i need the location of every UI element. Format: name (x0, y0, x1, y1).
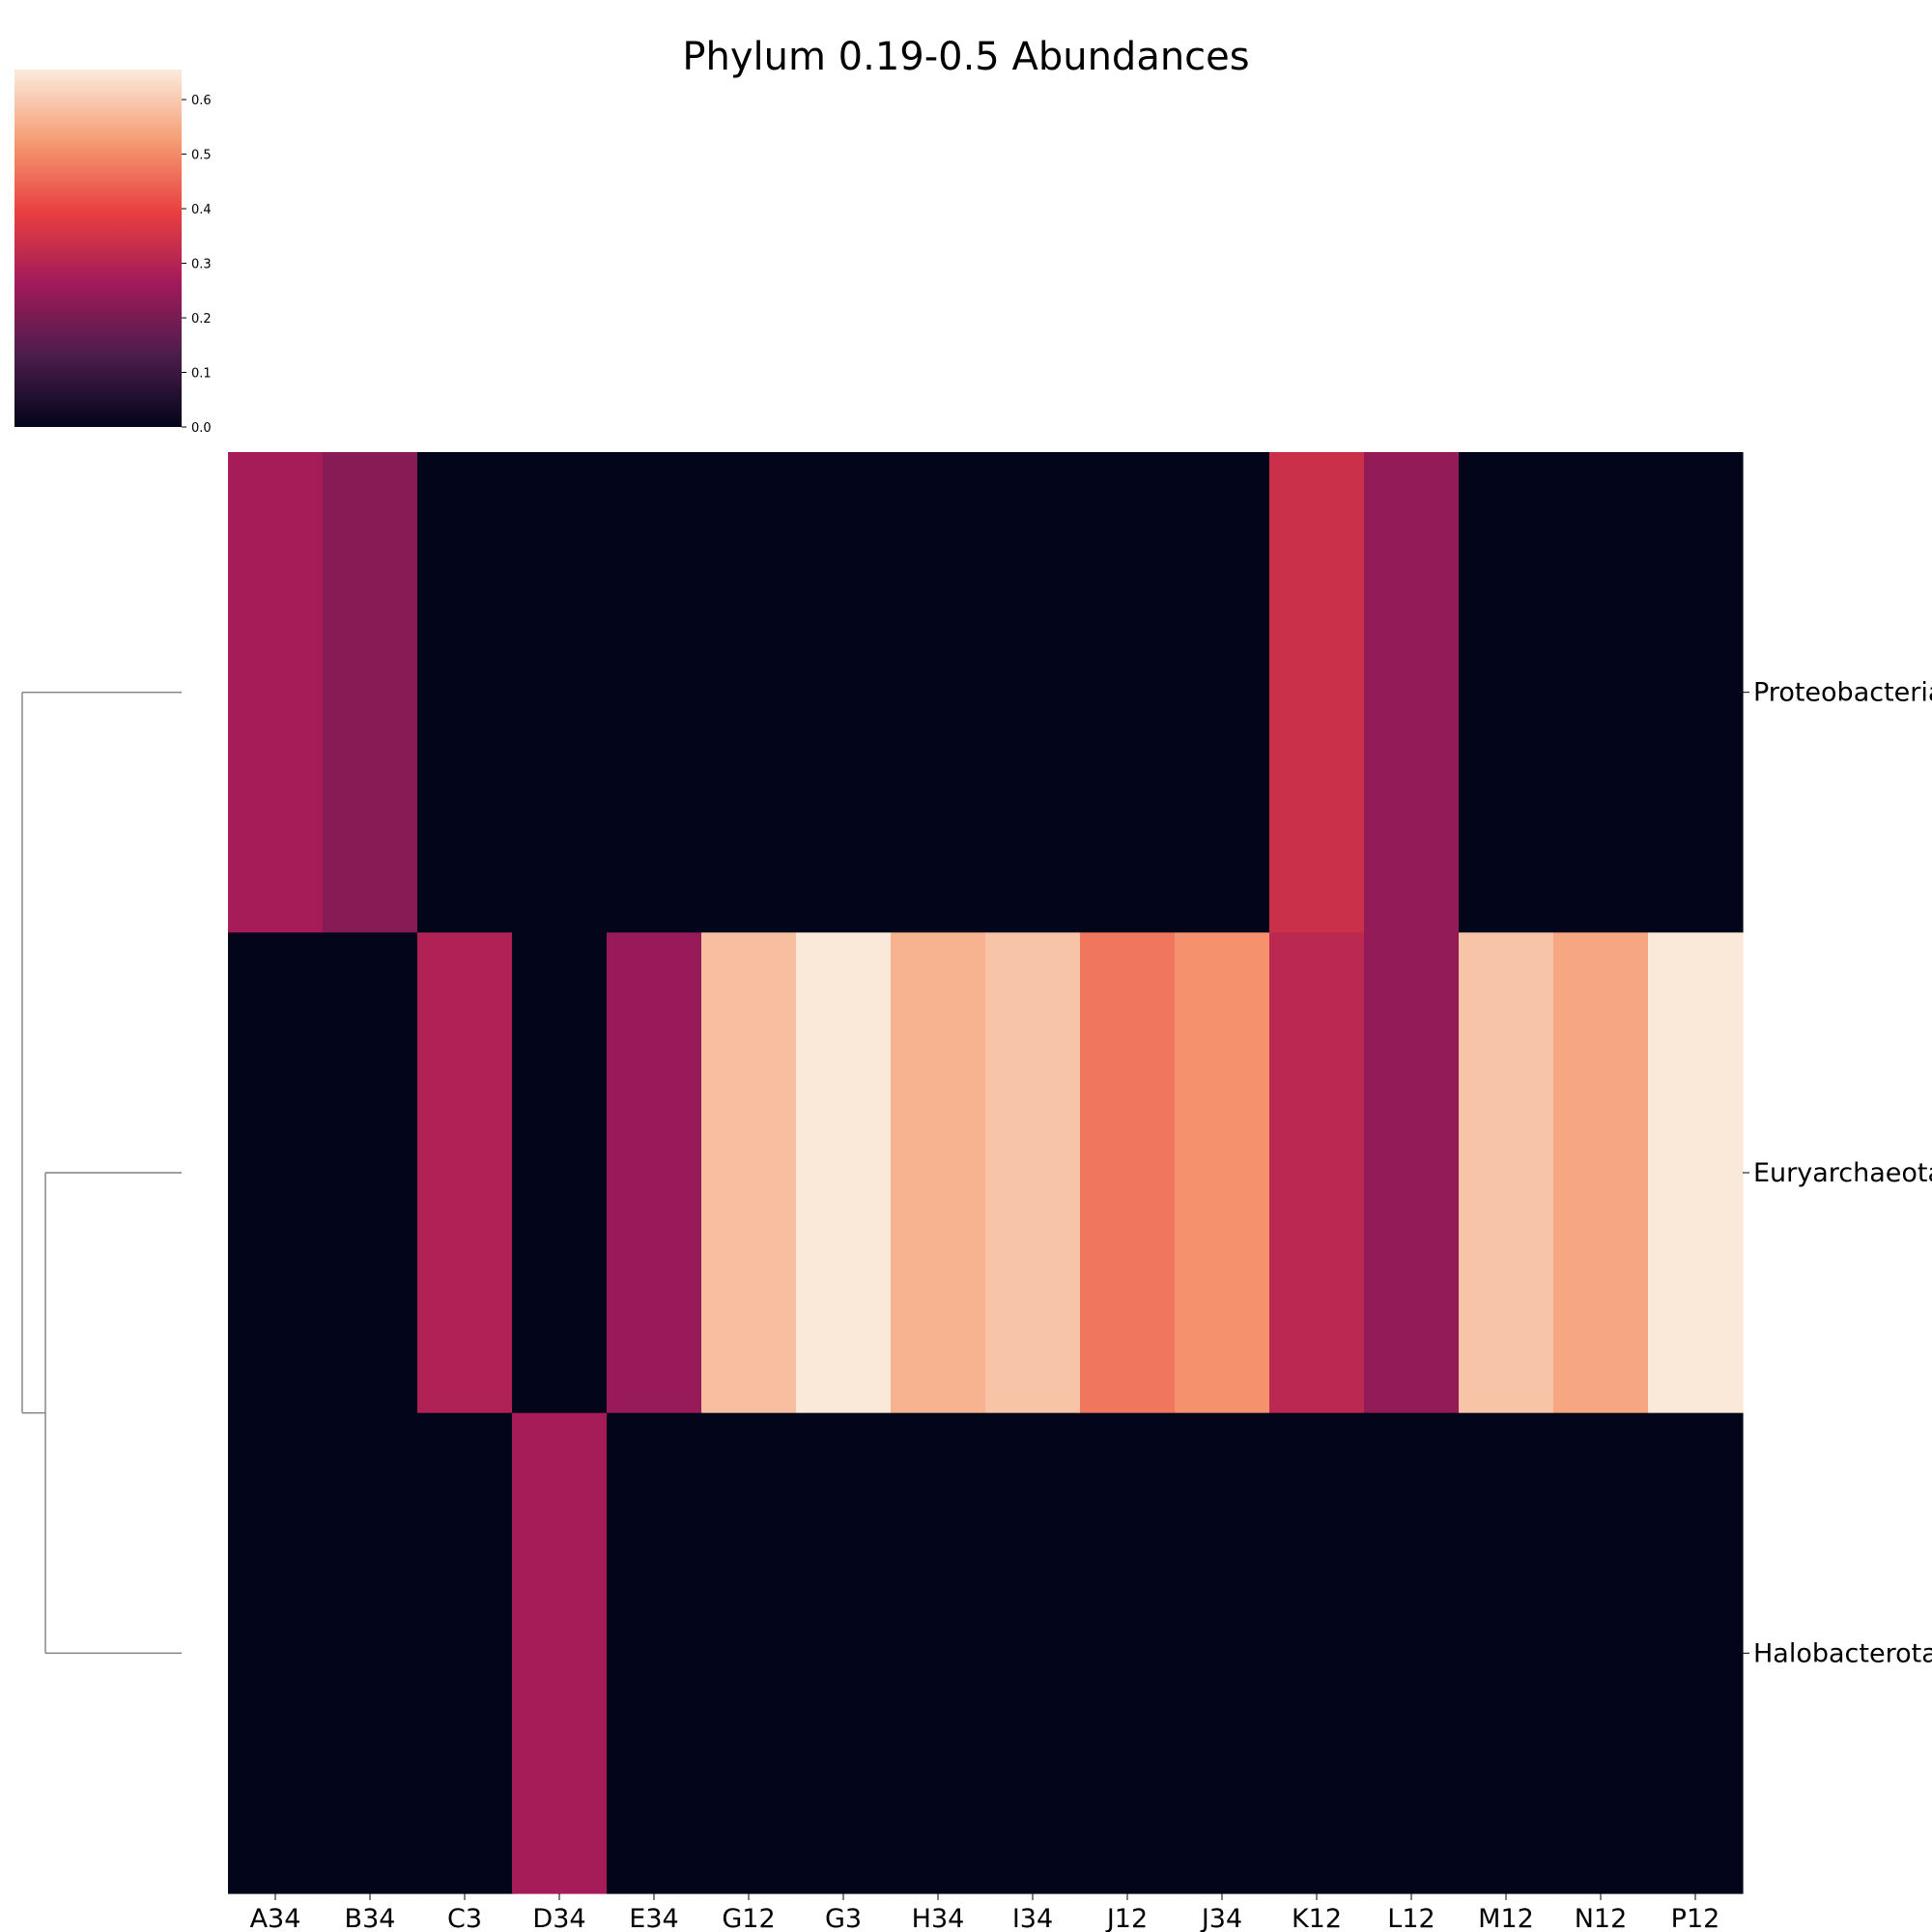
x-tick-label: I34 (1012, 1904, 1053, 1932)
heatmap-cell (796, 452, 892, 933)
y-tick-label: Euryarchaeota (1753, 1158, 1932, 1188)
x-tick-label: B34 (345, 1904, 396, 1932)
heatmap-cell (1459, 452, 1554, 933)
heatmap-cell (985, 1412, 1081, 1894)
heatmap-cell (796, 932, 892, 1414)
x-tick-label: J12 (1105, 1904, 1148, 1932)
chart-title: Phylum 0.19-0.5 Abundances (682, 35, 1249, 79)
heatmap-cell (1553, 932, 1649, 1414)
heatmap-cell (512, 452, 608, 933)
heatmap-cell (1080, 452, 1176, 933)
heatmap-cell (1080, 1412, 1176, 1894)
heatmap-cell (985, 932, 1081, 1414)
heatmap-cell (1175, 1412, 1270, 1894)
heatmap-cell (1175, 932, 1270, 1414)
heatmap-cell (1175, 452, 1270, 933)
heatmap-cell (1553, 1412, 1649, 1894)
heatmap-cell (1648, 452, 1744, 933)
heatmap-cell (417, 1412, 513, 1894)
x-tick-label: H34 (912, 1904, 965, 1932)
colorbar-tick-label: 0.3 (191, 258, 212, 272)
heatmap-cell (1080, 932, 1176, 1414)
heatmap-cell (1364, 1412, 1460, 1894)
x-tick-label: C3 (447, 1904, 482, 1932)
x-tick-label: E34 (629, 1904, 678, 1932)
heatmap-cell (1269, 932, 1365, 1414)
heatmap-cell (891, 1412, 986, 1894)
heatmap-cell (417, 932, 513, 1414)
heatmap-cell (1269, 452, 1365, 933)
colorbar-tick-label: 0.0 (191, 421, 212, 436)
heatmap-cell (228, 1412, 324, 1894)
heatmap-cell (607, 1412, 702, 1894)
heatmap-cell (512, 1412, 608, 1894)
heatmap-cell (607, 452, 702, 933)
heatmap-cells (228, 452, 1744, 1894)
x-tick-label: L12 (1387, 1904, 1435, 1932)
row-labels: Proteobacteria Euryarchaeota Halobacterota (1743, 678, 1932, 1668)
heatmap-cell (323, 932, 418, 1414)
heatmap-cell (1459, 932, 1554, 1414)
colorbar-tick-label: 0.5 (191, 149, 212, 163)
x-tick-label: G12 (722, 1904, 775, 1932)
heatmap-cell (1648, 932, 1744, 1414)
heatmap-cell (796, 1412, 892, 1894)
heatmap-cell (1459, 1412, 1554, 1894)
x-tick-label: G3 (825, 1904, 862, 1932)
y-tick-label: Proteobacteria (1753, 678, 1932, 708)
heatmap-cell (1269, 1412, 1365, 1894)
colorbar-tick-label: 0.6 (191, 94, 212, 108)
heatmap-cell (701, 932, 797, 1414)
heatmap-cell (701, 452, 797, 933)
x-tick-label: N12 (1575, 1904, 1628, 1932)
heatmap-cell (228, 932, 324, 1414)
heatmap-cell (417, 452, 513, 933)
heatmap-cell (512, 932, 608, 1414)
x-tick-label: P12 (1671, 1904, 1720, 1932)
heatmap-cell (1364, 932, 1460, 1414)
heatmap-cell (323, 452, 418, 933)
heatmap-cell (323, 1412, 418, 1894)
heatmap-cell (1648, 1412, 1744, 1894)
heatmap-cell (228, 452, 324, 933)
heatmap-cell (701, 1412, 797, 1894)
heatmap-cell (891, 452, 986, 933)
x-tick-label: J34 (1200, 1904, 1242, 1932)
x-tick-label: M12 (1478, 1904, 1534, 1932)
x-tick-label: D34 (532, 1904, 585, 1932)
x-tick-label: A34 (250, 1904, 301, 1932)
heatmap-cell (985, 452, 1081, 933)
colorbar-tick-label: 0.1 (191, 367, 212, 382)
heatmap-cell (891, 932, 986, 1414)
heatmap-cell (607, 932, 702, 1414)
row-dendrogram (21, 691, 182, 1655)
colorbar: 0.0 0.1 0.2 0.3 0.4 0.5 0.6 (14, 70, 212, 436)
colorbar-gradient (14, 70, 182, 427)
column-labels: A34 B34 C3 D34 E34 G12 G3 H34 I34 J12 J34 K12 L12 M12… (250, 1893, 1720, 1932)
colorbar-tick-label: 0.4 (191, 203, 212, 217)
x-tick-label: K12 (1292, 1904, 1342, 1932)
heatmap-cell (1364, 452, 1460, 933)
y-tick-label: Halobacterota (1753, 1638, 1932, 1668)
heatmap-cell (1553, 452, 1649, 933)
colorbar-tick-label: 0.2 (191, 312, 212, 327)
